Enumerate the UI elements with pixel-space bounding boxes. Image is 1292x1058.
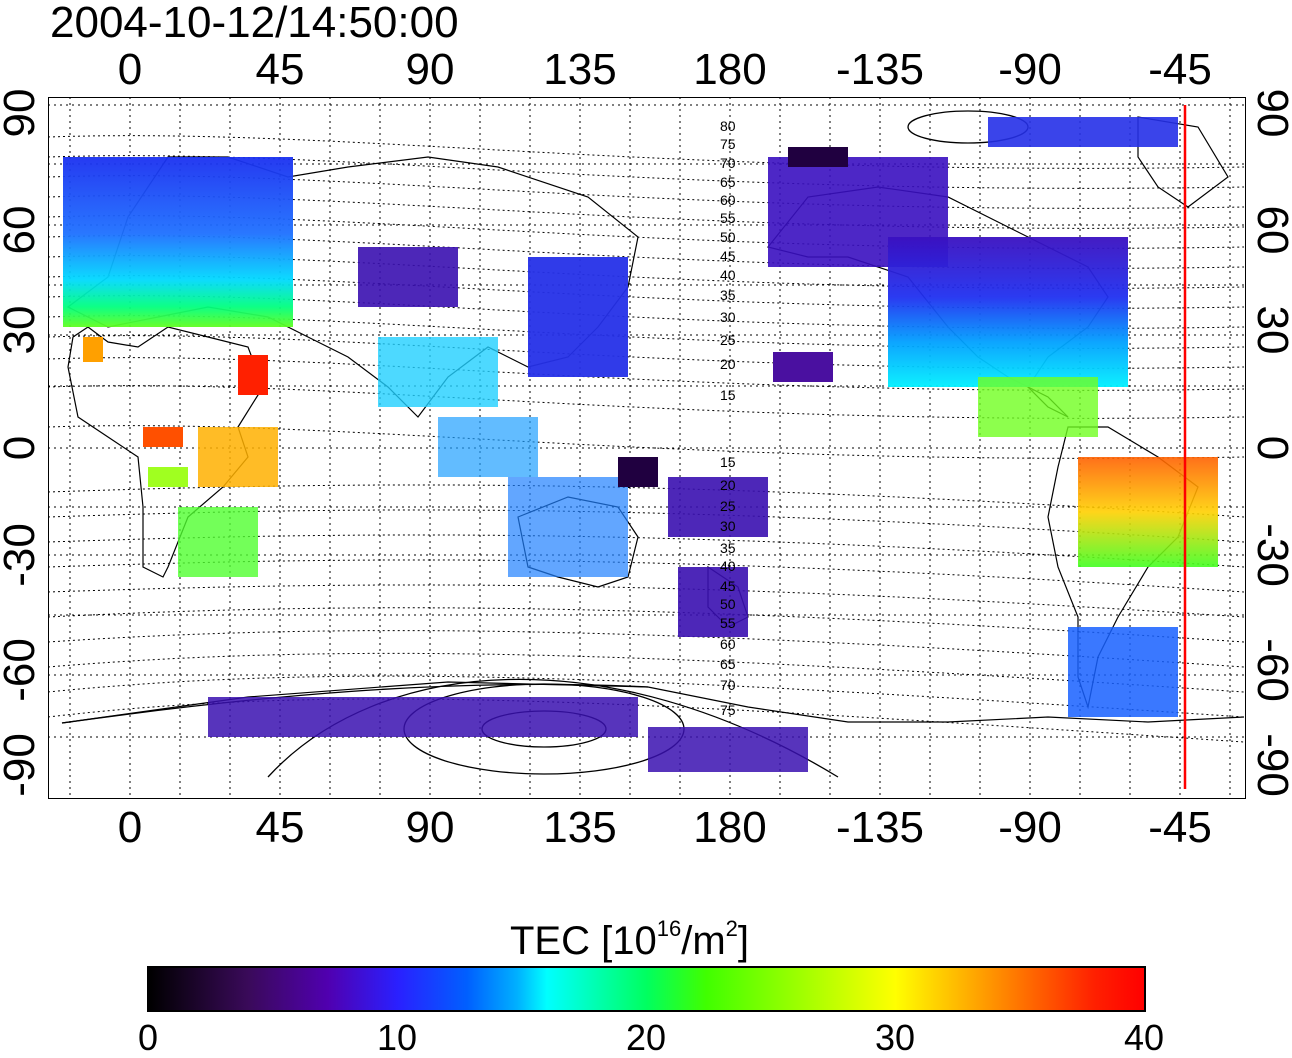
tec-cell [618,457,658,487]
colorbar-title-exponent: 2 [725,916,738,941]
tec-region-new-zealand [678,567,748,637]
tec-cell [773,352,833,382]
contour-label: 15 [720,454,736,470]
tec-measurements [63,117,1218,772]
lon-tick-top: 90 [405,45,455,94]
tec-region-pacific [668,477,768,537]
tec-colorbar [147,966,1146,1012]
contour-label: 30 [720,309,736,325]
lat-tick-right: -60 [1248,638,1292,702]
contour-label: 40 [720,267,736,283]
tec-region-east-africa [198,427,278,487]
tec-cell [143,427,183,447]
tec-region-south-africa [178,507,258,577]
contour-label: 30 [720,518,736,534]
tec-region-red-sea [238,355,268,395]
lon-tick-top: 180 [693,45,767,94]
tec-region-india [378,337,498,407]
tec-region-australia [508,477,628,577]
lat-tick-left: 30 [0,305,44,355]
lat-tick-left: -90 [0,733,44,797]
timestamp-title: 2004-10-12/14:50:00 [50,0,459,47]
contour-label: 35 [720,540,736,556]
contour-label: 35 [720,287,736,303]
contour-label: 60 [720,636,736,652]
colorbar-tick: 40 [1123,1017,1165,1058]
lon-tick-top: -135 [835,45,925,94]
lat-tick-right: -30 [1248,523,1292,587]
lon-tick-bottom: -90 [998,803,1062,852]
contour-label: 15 [720,387,736,403]
contour-label: 80 [720,118,736,134]
lat-tick-right: 0 [1248,436,1292,460]
colorbar-title-suffix: ] [737,919,750,963]
colorbar-title-prefix: TEC [10 [510,919,657,963]
contour-label: 65 [720,174,736,190]
lat-tick-left: -60 [0,638,44,702]
contour-label: 20 [720,477,736,493]
tec-cell [83,337,103,362]
contour-label: 45 [720,578,736,594]
contour-label: 50 [720,596,736,612]
contour-label: 75 [720,136,736,152]
lon-tick-top: -90 [998,45,1062,94]
contour-label: 25 [720,332,736,348]
contour-label: 55 [720,615,736,631]
tec-cell [148,467,188,487]
tec-region-central-america [978,377,1098,437]
tec-region-central-asia [358,247,458,307]
contour-label: 55 [720,210,736,226]
tec-region-south-america [1078,457,1218,567]
contour-label: 20 [720,356,736,372]
lon-tick-bottom: 45 [255,803,305,852]
tec-region-patagonia [1068,627,1178,717]
lon-tick-top: 45 [255,45,305,94]
contour-label: 75 [720,702,736,718]
contour-label: 25 [720,498,736,514]
lon-tick-bottom: 180 [693,803,767,852]
contour-label: 40 [720,558,736,574]
tec-region-se-asia [438,417,538,477]
lon-tick-top: -45 [1148,45,1212,94]
colorbar-tick: 30 [874,1017,916,1058]
lat-tick-left: 0 [0,436,44,460]
lon-tick-bottom: -45 [1148,803,1212,852]
lat-tick-left: 60 [0,205,44,255]
tec-region-europe [63,157,293,327]
tec-region-east-asia [528,257,628,377]
lat-tick-right: 90 [1248,88,1292,138]
lat-tick-right: 30 [1248,305,1292,355]
lon-tick-bottom: 135 [543,803,617,852]
lon-tick-top: 135 [543,45,617,94]
tec-region-antarctica-west [208,697,638,737]
map-frame [48,97,1246,799]
colorbar-title-unit: /m [681,919,726,963]
contour-label: 70 [720,155,736,171]
colorbar-tick: 10 [376,1017,418,1058]
contour-label: 65 [720,656,736,672]
tec-region-antarctica-east [648,727,808,772]
colorbar-tick: 20 [625,1017,667,1058]
lat-tick-left: 90 [0,88,44,138]
tec-cell [788,147,848,167]
colorbar-tick: 0 [137,1017,159,1058]
colorbar-title: TEC [1016/m2] [510,906,749,964]
lon-tick-bottom: -135 [835,803,925,852]
lon-tick-bottom: 0 [117,803,143,852]
lat-tick-right: -90 [1248,733,1292,797]
tec-region-north-america [888,237,1128,387]
contour-label: 60 [720,192,736,208]
contour-label: 70 [720,677,736,693]
contour-label: 50 [720,229,736,245]
colorbar-title-exponent: 16 [656,916,682,941]
lon-tick-top: 0 [117,45,143,94]
contour-label: 45 [720,248,736,264]
tec-region-arctic [988,117,1178,147]
lat-tick-right: 60 [1248,205,1292,255]
contour-labels: 80 75 70 65 60 55 50 45 40 35 30 25 20 1… [720,118,736,718]
lon-tick-bottom: 90 [405,803,455,852]
tec-world-map: 80 75 70 65 60 55 50 45 40 35 30 25 20 1… [48,97,1244,797]
lat-tick-left: -30 [0,523,44,587]
